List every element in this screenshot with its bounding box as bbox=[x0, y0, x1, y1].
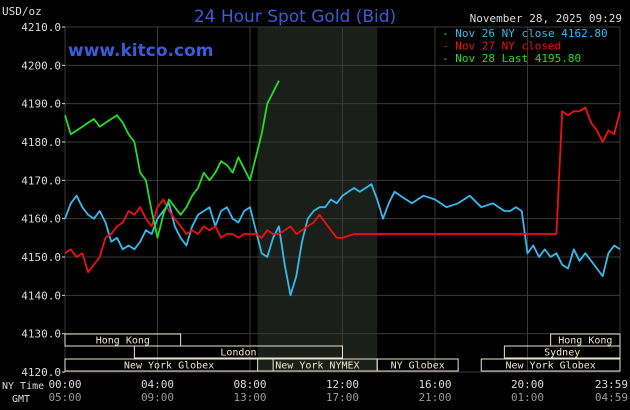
nymex-session-band bbox=[257, 27, 378, 372]
session-box-0 bbox=[64, 333, 182, 347]
y-tick-label-4: 4160.0 bbox=[21, 213, 61, 226]
x-tick-ny-0: 00:00 bbox=[48, 378, 81, 391]
legend-item-1: - Nov 27 NY closed bbox=[442, 40, 561, 53]
session-label-6: NY Globex bbox=[391, 361, 445, 372]
watermark: www.kitco.com bbox=[68, 41, 213, 61]
session-label-3: Sydney bbox=[544, 348, 580, 359]
y-axis-unit: USD/oz bbox=[2, 5, 42, 18]
legend: - Nov 26 NY close 4162.80- Nov 27 NY clo… bbox=[442, 27, 608, 65]
x-tick-gmt-6: 04:59 bbox=[595, 391, 628, 404]
x-tick-gmt-4: 21:00 bbox=[418, 391, 451, 404]
session-label-1: Hong Kong bbox=[558, 336, 612, 347]
session-box-2 bbox=[133, 345, 343, 359]
x-tick-ny-2: 08:00 bbox=[233, 378, 266, 391]
x-tick-gmt-2: 13:00 bbox=[233, 391, 266, 404]
session-box-4 bbox=[64, 358, 274, 372]
series-line-2 bbox=[64, 80, 280, 239]
y-tick-label-9: 4210.0 bbox=[21, 21, 61, 34]
session-box-3 bbox=[503, 345, 621, 359]
series-line-0 bbox=[64, 183, 621, 297]
legend-item-0: - Nov 26 NY close 4162.80 bbox=[442, 27, 608, 40]
x-tick-ny-6: 23:59 bbox=[595, 378, 628, 391]
x-tick-ny-3: 12:00 bbox=[326, 378, 359, 391]
session-label-0: Hong Kong bbox=[96, 336, 150, 347]
x-tick-gmt-0: 05:00 bbox=[48, 391, 81, 404]
x-tick-ny-4: 16:00 bbox=[418, 378, 451, 391]
gmt-label: GMT bbox=[12, 394, 30, 405]
y-tick-label-8: 4200.0 bbox=[21, 59, 61, 72]
chart-timestamp: November 28, 2025 09:29 bbox=[470, 12, 622, 25]
chart-title: 24 Hour Spot Gold (Bid) bbox=[194, 7, 396, 27]
price-series bbox=[64, 80, 621, 297]
y-tick-label-0: 4120.0 bbox=[21, 366, 61, 379]
y-tick-label-5: 4170.0 bbox=[21, 174, 61, 187]
y-tick-label-3: 4150.0 bbox=[21, 251, 61, 264]
x-tick-ny-1: 04:00 bbox=[141, 378, 174, 391]
session-box-6 bbox=[376, 358, 459, 372]
legend-item-2: - Nov 28 Last 4195.80 bbox=[442, 52, 581, 65]
session-label-4: New York Globex bbox=[124, 361, 214, 372]
market-sessions: Hong Kong Hong Kong London Sydney New York G… bbox=[64, 333, 621, 372]
y-axis-ticks: 4120.0 4130.0 4140.0 4150.0 4160.0 4170.0 4180… bbox=[21, 21, 65, 379]
x-tick-ny-5: 20:00 bbox=[511, 378, 544, 391]
ny-time-label: NY Time bbox=[2, 381, 44, 392]
session-label-5: New York NYMEX bbox=[275, 361, 359, 372]
session-label-2: London bbox=[220, 348, 256, 359]
nymex-band bbox=[257, 27, 378, 372]
y-tick-label-1: 4130.0 bbox=[21, 328, 61, 341]
x-tick-gmt-5: 01:00 bbox=[511, 391, 544, 404]
session-label-7: New York Globex bbox=[505, 361, 595, 372]
x-tick-gmt-3: 17:00 bbox=[326, 391, 359, 404]
y-tick-label-7: 4190.0 bbox=[21, 98, 61, 111]
series-line-1 bbox=[64, 106, 621, 274]
y-tick-label-6: 4180.0 bbox=[21, 136, 61, 149]
session-box-7 bbox=[480, 358, 621, 372]
y-tick-label-2: 4140.0 bbox=[21, 289, 61, 302]
x-tick-gmt-1: 09:00 bbox=[141, 391, 174, 404]
